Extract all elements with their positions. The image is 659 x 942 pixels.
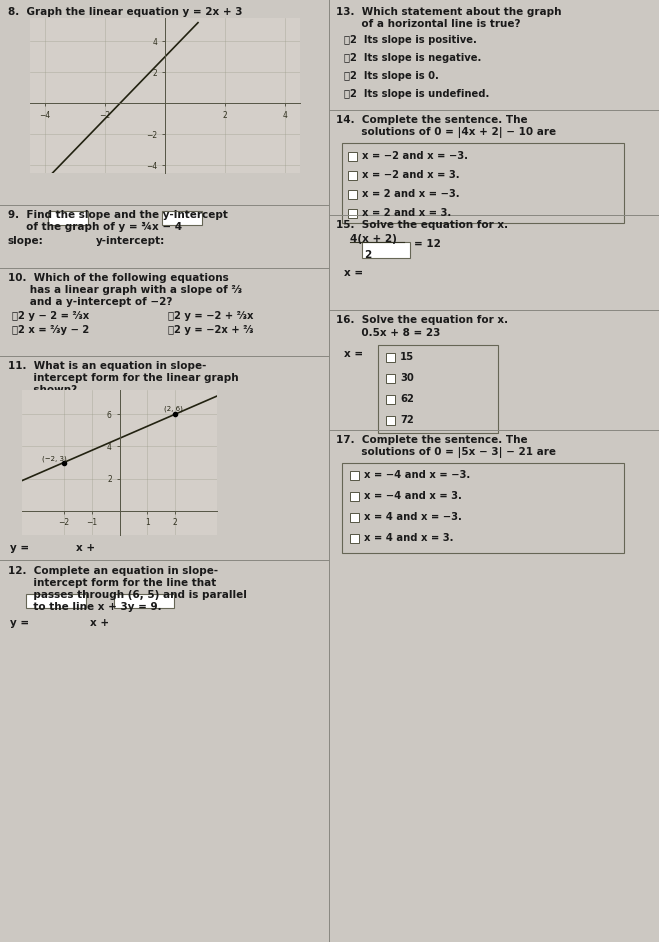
Bar [362,242,410,258]
Text: ␁2 x = ⅔y − 2: ␁2 x = ⅔y − 2 [12,325,89,335]
Text: 62: 62 [400,394,414,404]
Text: x = 4 and x = −3.: x = 4 and x = −3. [364,512,462,522]
Text: 8.  Graph the linear equation y = 2x + 3: 8. Graph the linear equation y = 2x + 3 [8,7,243,17]
Bar [348,152,357,161]
Bar [386,374,395,383]
Text: (−2, 3): (−2, 3) [42,456,67,463]
Bar [378,345,498,433]
Text: ⑀2 y − 2 = ⅔x: ⑀2 y − 2 = ⅔x [12,311,89,321]
Text: x =: x = [344,349,363,359]
Bar [386,395,395,404]
Text: x = 2 and x = 3.: x = 2 and x = 3. [362,208,451,218]
Text: ␀2  Its slope is positive.: ␀2 Its slope is positive. [344,35,477,45]
Bar [350,513,359,522]
Text: ␃2 y = −2x + ⅔: ␃2 y = −2x + ⅔ [168,325,254,335]
Text: 72: 72 [400,415,414,425]
Text: 15.  Solve the equation for x.: 15. Solve the equation for x. [336,220,508,230]
Text: shown?: shown? [8,385,77,395]
Text: 2: 2 [364,250,371,260]
Text: 12.  Complete an equation in slope-: 12. Complete an equation in slope- [8,566,218,576]
Text: = 12: = 12 [414,239,441,249]
Text: y =: y = [10,543,29,553]
Text: x = −2 and x = −3.: x = −2 and x = −3. [362,151,468,161]
Text: 4(x + 2): 4(x + 2) [350,234,397,244]
Text: and a y-intercept of −2?: and a y-intercept of −2? [8,297,173,307]
Bar [100,519,146,533]
Text: 17.  Complete the sentence. The: 17. Complete the sentence. The [336,435,528,445]
Bar [348,190,357,199]
Text: ␂2  Its slope is 0.: ␂2 Its slope is 0. [344,71,439,81]
Text: 14.  Complete the sentence. The: 14. Complete the sentence. The [336,115,528,125]
Text: x = −4 and x = −3.: x = −4 and x = −3. [364,470,471,480]
Text: x +: x + [90,618,109,628]
Text: y-intercept:: y-intercept: [96,236,165,246]
Text: passes through (6, 5) and is parallel: passes through (6, 5) and is parallel [8,590,247,600]
Text: of a horizontal line is true?: of a horizontal line is true? [336,19,521,29]
Bar [348,209,357,218]
Bar [386,353,395,362]
Bar [26,519,72,533]
Text: 9.  Find the slope and the y-intercept: 9. Find the slope and the y-intercept [8,210,228,220]
Text: slope:: slope: [8,236,43,246]
Bar [348,171,357,180]
Bar [350,534,359,543]
Bar [386,416,395,425]
Text: solutions of 0 = |5x − 3| − 21 are: solutions of 0 = |5x − 3| − 21 are [336,447,556,458]
Text: intercept form for the line that: intercept form for the line that [8,578,216,588]
Text: y =: y = [10,618,29,628]
Bar [342,463,624,553]
Text: 0.5x + 8 = 23: 0.5x + 8 = 23 [336,328,440,338]
Text: ␂2 y = −2 + ⅔x: ␂2 y = −2 + ⅔x [168,311,254,321]
Text: x = 2 and x = −3.: x = 2 and x = −3. [362,189,459,199]
Text: of the graph of y = ¾x − 4: of the graph of y = ¾x − 4 [8,222,182,232]
Text: 13.  Which statement about the graph: 13. Which statement about the graph [336,7,561,17]
Text: 15: 15 [400,352,414,362]
Text: has a linear graph with a slope of ⅔: has a linear graph with a slope of ⅔ [8,285,242,295]
Bar [350,471,359,480]
Bar [342,143,624,223]
Text: x +: x + [76,543,95,553]
Text: x =: x = [344,268,363,278]
Text: intercept form for the linear graph: intercept form for the linear graph [8,373,239,383]
Bar [26,594,86,608]
Text: ␃2  Its slope is undefined.: ␃2 Its slope is undefined. [344,89,490,99]
Text: x = −2 and x = 3.: x = −2 and x = 3. [362,170,459,180]
Bar [162,211,202,225]
Text: ␁2  Its slope is negative.: ␁2 Its slope is negative. [344,53,481,63]
Bar [350,492,359,501]
Text: x = 4 and x = 3.: x = 4 and x = 3. [364,533,453,543]
Bar [114,594,174,608]
Text: solutions of 0 = |4x + 2| − 10 are: solutions of 0 = |4x + 2| − 10 are [336,127,556,138]
Text: 11.  What is an equation in slope-: 11. What is an equation in slope- [8,361,206,371]
Text: to the line x + 3y = 9.: to the line x + 3y = 9. [8,602,161,612]
Text: 10.  Which of the following equations: 10. Which of the following equations [8,273,229,283]
Text: 16.  Solve the equation for x.: 16. Solve the equation for x. [336,315,508,325]
Text: (2, 6): (2, 6) [164,406,183,413]
Text: 30: 30 [400,373,414,383]
Bar [48,211,88,225]
Text: x = −4 and x = 3.: x = −4 and x = 3. [364,491,462,501]
